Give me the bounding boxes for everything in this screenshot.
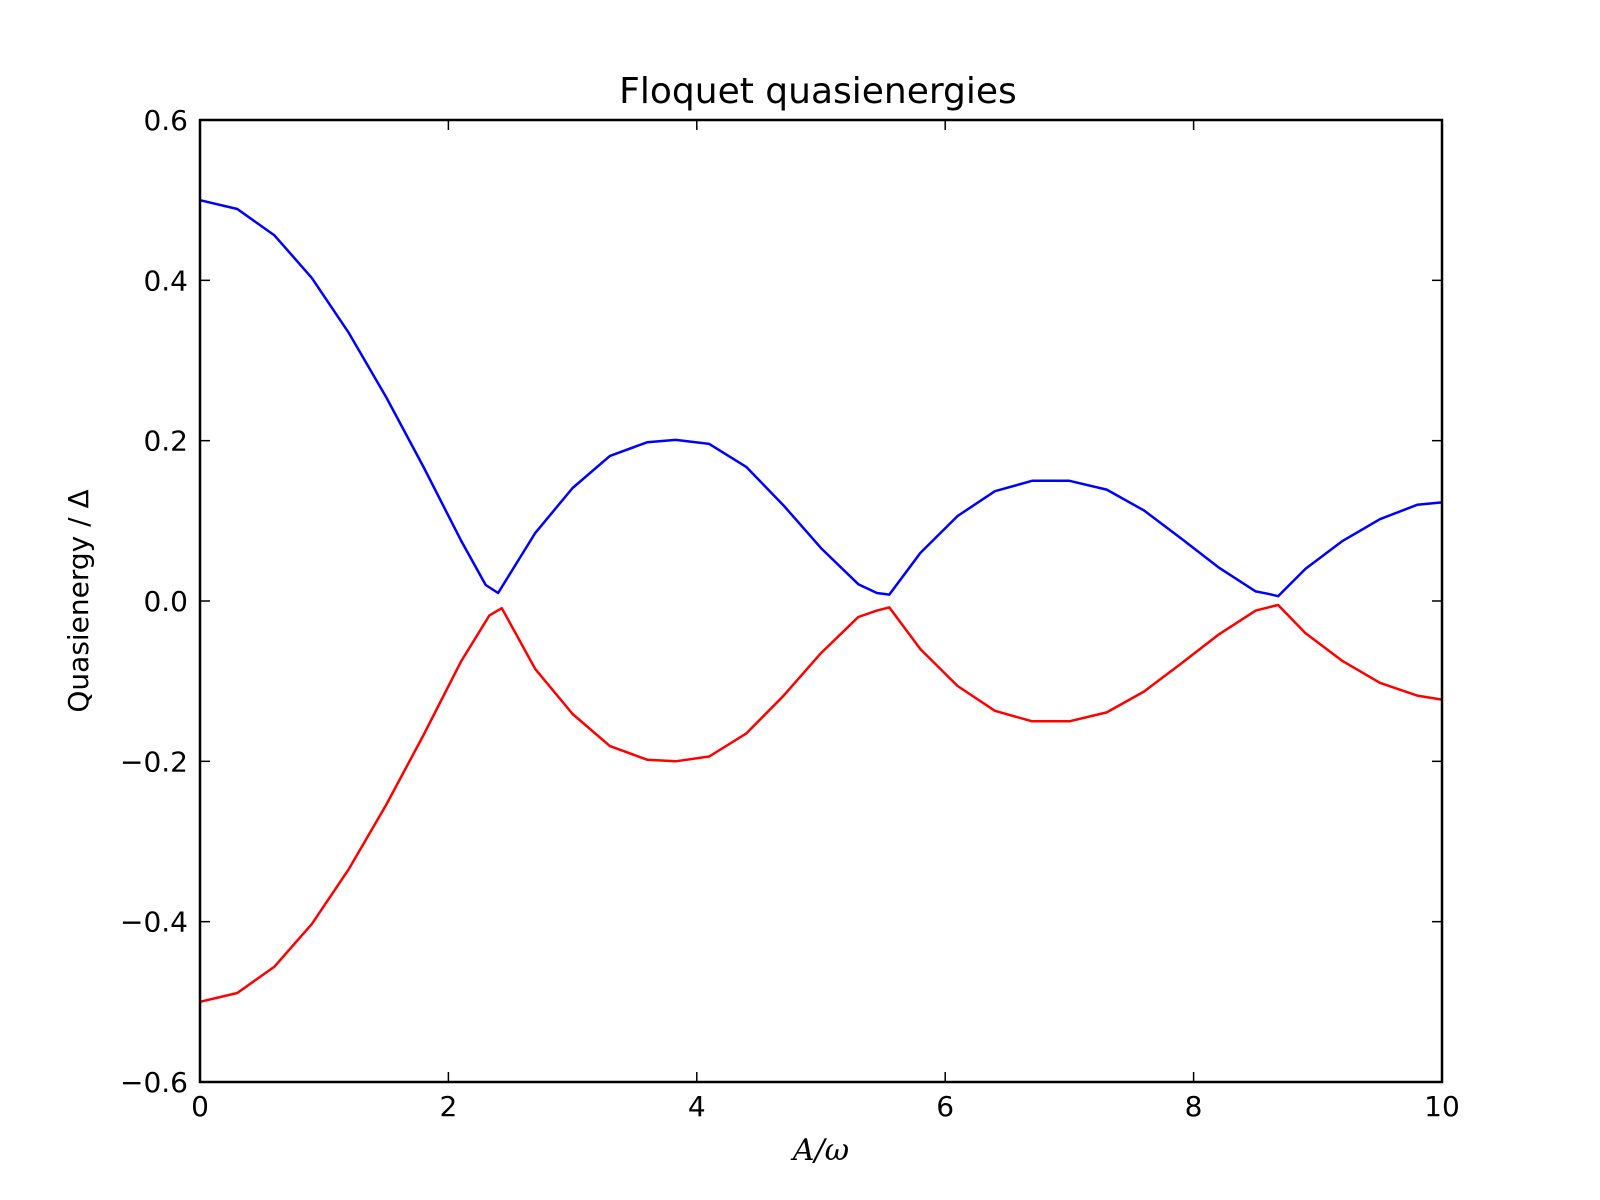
y-tick-label: 0.0: [143, 585, 188, 618]
y-tick-label: 0.6: [143, 104, 188, 137]
x-axis-label: A/ω: [790, 1133, 849, 1168]
y-tick-label: 0.2: [143, 425, 188, 458]
x-tick-label: 2: [439, 1090, 457, 1123]
series-line-1: [199, 198, 1443, 598]
y-tick-label: −0.2: [120, 745, 188, 778]
tick-labels: 0 2 4 6 8 10 −0.6 −0.4 −0.2 0.0 0.2 0.4 0.6: [120, 104, 1460, 1123]
x-tick-label: 6: [936, 1090, 954, 1123]
x-tick-label: 8: [1185, 1090, 1203, 1123]
plot-frame: [198, 118, 1444, 1084]
y-axis-label: Quasienergy / Δ: [62, 489, 95, 712]
y-tick-label: −0.4: [120, 906, 188, 939]
series-line-2: [199, 603, 1443, 1004]
y-tick-label: −0.6: [120, 1066, 188, 1099]
y-tick-label: 0.4: [143, 264, 188, 297]
x-tick-label: 0: [191, 1090, 209, 1123]
axis-ticks: [199, 119, 1443, 1083]
chart-title: Floquet quasienergies: [619, 71, 1017, 112]
x-tick-label: 4: [688, 1090, 706, 1123]
x-tick-label: 10: [1424, 1090, 1460, 1123]
plot-series: [199, 198, 1443, 1004]
